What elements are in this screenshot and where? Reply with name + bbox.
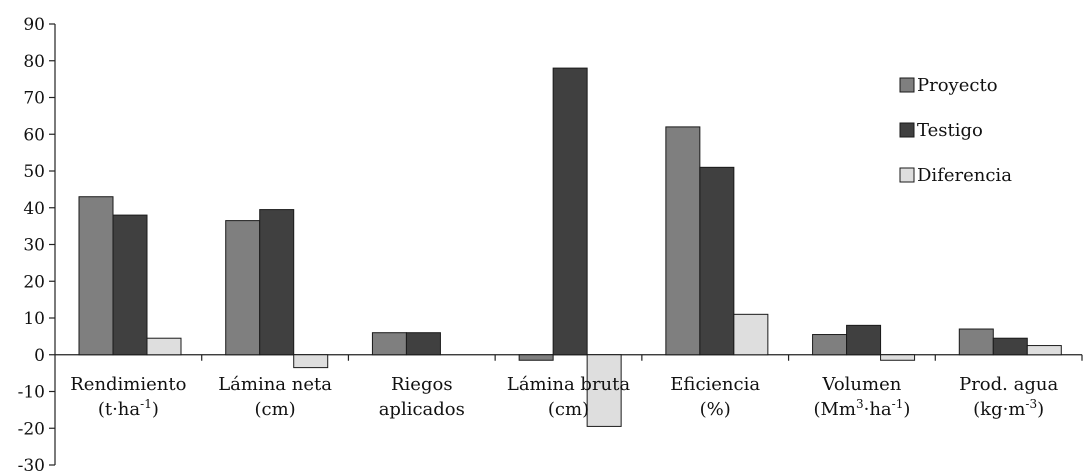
y-tick-label: 40 (23, 199, 45, 219)
y-tick-label: 80 (23, 52, 45, 72)
bar-testigo-0 (112, 214, 148, 356)
category-label: Eficiencia (670, 374, 760, 395)
category-label: Lámina neta (218, 374, 332, 395)
y-axis-ticks: 90 80 70 60 50 40 30 20 10 0 -10 -20 -30 (18, 15, 55, 473)
category-label-line2: (t·ha-1) (98, 397, 159, 420)
y-tick-label: 60 (23, 125, 45, 145)
y-tick-label: 90 (23, 15, 45, 35)
bar-testigo-5 (846, 324, 882, 356)
category-label: Rendimiento (70, 374, 186, 395)
legend: Proyecto Testigo Diferencia (899, 75, 1012, 186)
bar-proyecto-1 (225, 220, 261, 356)
bar-diferencia-1 (293, 354, 329, 369)
y-tick-label: 30 (23, 236, 45, 256)
category-label-line2: (cm) (548, 399, 589, 420)
category-labels: Rendimiento(t·ha-1) Lámina neta (cm) Riegos… (70, 354, 1083, 420)
bar-proyecto-2 (371, 332, 407, 356)
bar-proyecto-3 (518, 354, 554, 361)
category-label: Riegos (391, 374, 453, 395)
bar-diferencia-6 (1026, 345, 1062, 356)
bar-proyecto-0 (78, 196, 114, 356)
bar-proyecto-4 (665, 126, 701, 356)
bar-testigo-2 (405, 332, 441, 356)
y-tick-label: 50 (23, 162, 45, 182)
bar-proyecto-6 (958, 328, 994, 356)
legend-label-diferencia: Diferencia (917, 165, 1012, 186)
bar-testigo-4 (699, 166, 735, 356)
category-label: Lámina bruta (507, 374, 631, 395)
y-tick-label: -30 (18, 456, 45, 473)
y-tick-label: -20 (18, 419, 45, 439)
legend-swatch-diferencia (899, 167, 915, 183)
category-label-line2: aplicados (379, 399, 465, 420)
y-tick-label: -10 (18, 383, 45, 403)
bar-diferencia-0 (146, 337, 182, 356)
bar-diferencia-5 (880, 354, 916, 361)
category-label: Volumen (821, 374, 901, 395)
bar-diferencia-4 (733, 313, 769, 356)
category-label-line2: (kg·m-3) (973, 397, 1044, 420)
bars (78, 67, 1062, 427)
legend-swatch-testigo (899, 122, 915, 138)
y-tick-label: 10 (23, 309, 45, 329)
bar-testigo-1 (259, 209, 295, 356)
bar-diferencia-3 (586, 354, 622, 427)
legend-label-testigo: Testigo (917, 120, 983, 141)
y-tick-label: 70 (23, 89, 45, 109)
bar-testigo-6 (992, 337, 1028, 356)
category-label-line2: (Mm3·ha-1) (813, 397, 910, 420)
legend-swatch-proyecto (899, 77, 915, 93)
bar-proyecto-5 (812, 334, 848, 356)
category-label: Prod. agua (959, 374, 1058, 395)
y-tick-label: 0 (34, 346, 45, 366)
bar-testigo-3 (552, 67, 588, 356)
legend-label-proyecto: Proyecto (917, 75, 998, 96)
category-label-line2: (cm) (254, 399, 295, 420)
category-label-line2: (%) (700, 399, 731, 420)
y-tick-label: 20 (23, 272, 45, 292)
